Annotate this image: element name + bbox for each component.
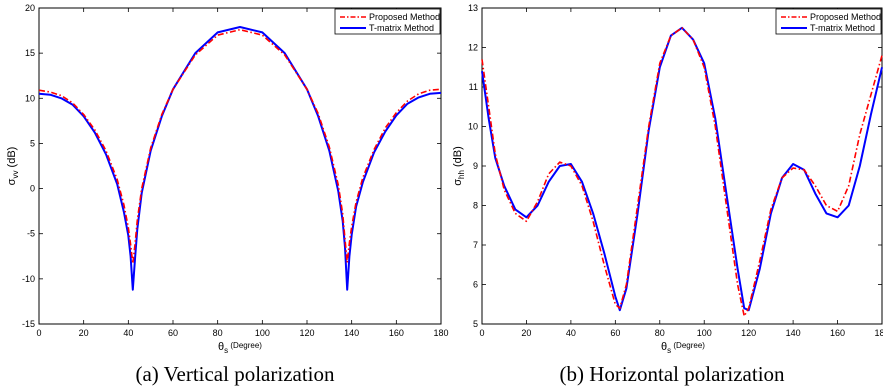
legend-box: [334, 8, 441, 35]
legend-box: [775, 8, 882, 35]
y-tick-label: -5: [27, 229, 35, 239]
ticks: 0 20 40 60 80 100 120 140 160 180 -15 -10 -5 0 5 10 15 20: [22, 3, 449, 338]
plot-lines: [38, 26, 442, 291]
x-tick-label: 20: [521, 328, 531, 338]
y-axis-label-unit: (dB): [452, 146, 464, 170]
x-axis-label-unit: (Degree): [671, 341, 705, 350]
x-tick-label: 100: [255, 328, 270, 338]
legend: Proposed Method T-matrix Method: [775, 8, 882, 35]
legend-label-proposed-method: Proposed Method: [810, 12, 881, 22]
y-axis-label: σhh (dB): [452, 146, 466, 186]
legend: Proposed Method T-matrix Method: [334, 8, 441, 35]
x-axis-label-symbol: θ: [661, 341, 667, 353]
x-axis-label: θs (Degree): [661, 341, 705, 355]
legend-label-t-matrix-method: T-matrix Method: [810, 23, 875, 33]
axis-frame: [38, 7, 442, 325]
caption-a: (a) Vertical polarization: [135, 362, 335, 386]
x-axis-label-subscript: s: [667, 346, 671, 355]
panel-vertical-polarization: 0 20 40 60 80 100 120 140 160 180 -15 -10 -5 0 5 10 15 20…: [6, 3, 449, 386]
y-axis-label-unit: (dB): [6, 147, 18, 171]
caption-b: (b) Horizontal polarization: [559, 362, 785, 386]
plot-area: [481, 7, 883, 325]
y-tick-label: 15: [25, 48, 35, 58]
x-tick-label: 160: [830, 328, 845, 338]
y-axis-label-subscript: hh: [457, 170, 466, 179]
y-tick-label: -15: [22, 319, 35, 329]
series-line-proposed-method: [38, 28, 442, 265]
y-tick-label: 11: [469, 82, 478, 92]
y-axis-label-symbol: σ: [452, 179, 464, 186]
x-tick-label: 160: [389, 328, 404, 338]
y-tick-label: 6: [473, 280, 478, 290]
x-tick-label: 140: [344, 328, 359, 338]
legend-label-t-matrix-method: T-matrix Method: [369, 23, 434, 33]
y-tick-label: 9: [473, 161, 478, 171]
axis-frame: [481, 7, 883, 325]
y-tick-label: 10: [25, 93, 35, 103]
y-tick-label: 8: [473, 201, 478, 211]
x-tick-label: 120: [741, 328, 756, 338]
x-axis-label: θs (Degree): [218, 341, 262, 355]
y-tick-label: 5: [30, 138, 35, 148]
y-tick-label: 13: [468, 3, 478, 13]
x-axis-label-unit: (Degree): [228, 341, 262, 350]
y-tick-label: 0: [30, 184, 35, 194]
x-tick-label: 20: [79, 328, 89, 338]
y-axis-label: σvv (dB): [6, 147, 20, 186]
x-tick-label: 60: [610, 328, 620, 338]
x-tick-label: 120: [299, 328, 314, 338]
y-tick-label: 12: [468, 43, 478, 53]
y-tick-label: 10: [468, 122, 478, 132]
x-tick-label: 180: [433, 328, 448, 338]
y-axis-label-subscript: vv: [11, 171, 20, 179]
ticks: 0 20 40 60 80 100 120 140 160 180 5 6 7 8 9 10 11 12 13: [468, 3, 883, 338]
y-tick-label: 5: [473, 319, 478, 329]
x-tick-label: 80: [213, 328, 223, 338]
x-tick-label: 0: [36, 328, 41, 338]
plot-lines: [481, 26, 883, 317]
x-tick-label: 180: [874, 328, 883, 338]
x-tick-label: 40: [566, 328, 576, 338]
legend-label-proposed-method: Proposed Method: [369, 12, 440, 22]
x-tick-label: 140: [786, 328, 801, 338]
panel-horizontal-polarization: 0 20 40 60 80 100 120 140 160 180 5 6 7 8 9 10 11 12 13 Pr…: [452, 3, 883, 386]
y-tick-label: 7: [473, 240, 478, 250]
series-line-proposed-method: [481, 26, 883, 317]
x-tick-label: 80: [655, 328, 665, 338]
y-axis-label-symbol: σ: [6, 178, 18, 185]
x-tick-label: 0: [479, 328, 484, 338]
x-axis-label-subscript: s: [224, 346, 228, 355]
plot-area: [38, 7, 442, 325]
series-line-t-matrix-method: [38, 26, 442, 291]
x-tick-label: 40: [123, 328, 133, 338]
x-tick-label: 60: [168, 328, 178, 338]
x-axis-label-symbol: θ: [218, 341, 224, 353]
y-tick-label: -10: [22, 274, 35, 284]
x-tick-label: 100: [697, 328, 712, 338]
y-tick-label: 20: [25, 3, 35, 13]
